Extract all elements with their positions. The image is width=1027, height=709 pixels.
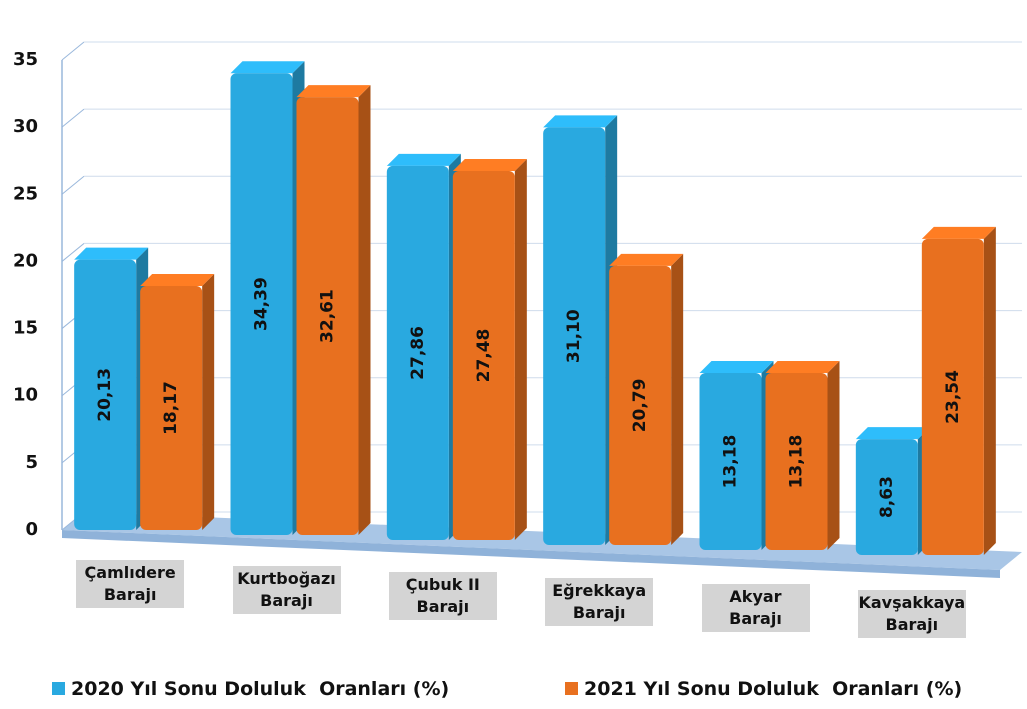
y-tick-label: 15	[13, 318, 38, 339]
bar-top	[609, 253, 684, 266]
value-label: 20,79	[630, 379, 650, 433]
bar	[543, 127, 606, 545]
value-label: 34,39	[252, 277, 272, 331]
bar-side	[514, 158, 527, 541]
grid-line	[61, 41, 85, 61]
bar-side	[827, 361, 840, 550]
bar-side	[358, 85, 371, 535]
bar-top	[230, 61, 305, 74]
category-label: Kurtboğazı Barajı	[232, 566, 341, 614]
bar	[765, 373, 828, 550]
category-label: Kavşakkaya Barajı	[857, 590, 966, 638]
bar-side	[202, 274, 215, 530]
value-label: 20,13	[95, 368, 115, 422]
bar-top	[452, 158, 527, 171]
value-label: 18,17	[161, 381, 181, 435]
bar-top	[386, 153, 461, 166]
bar-top	[74, 247, 149, 260]
category-label: Akyar Barajı	[701, 584, 810, 632]
value-label: 8,63	[877, 476, 897, 518]
legend-label: 2021 Yıl Sonu Doluluk Oranları (%)	[584, 678, 963, 700]
grid-line	[61, 243, 85, 262]
legend-label: 2020 Yıl Sonu Doluluk Oranları (%)	[71, 678, 450, 700]
bar	[452, 170, 515, 541]
bar	[230, 73, 293, 535]
bar-top	[140, 274, 215, 287]
bar	[609, 265, 672, 545]
grid-line	[61, 175, 85, 195]
y-tick-label: 0	[25, 519, 38, 540]
bar-side	[983, 226, 996, 556]
category-label: Çubuk II Barajı	[388, 572, 497, 620]
value-label: 13,18	[787, 435, 807, 489]
grid-line	[61, 108, 85, 128]
y-tick-label: 35	[13, 49, 38, 70]
bar	[921, 238, 984, 556]
bar-top	[543, 115, 618, 128]
bar-side	[671, 253, 684, 545]
y-tick-label: 5	[25, 452, 38, 473]
bar-top	[699, 361, 774, 374]
bar	[855, 439, 918, 555]
bar	[386, 165, 449, 540]
y-tick-label: 25	[13, 183, 38, 204]
value-label: 31,10	[564, 309, 584, 363]
bar-top	[855, 427, 930, 440]
value-label: 27,86	[408, 326, 428, 380]
legend-item: 2020 Yıl Sonu Doluluk Oranları (%)	[52, 678, 449, 700]
y-tick-label: 10	[13, 385, 38, 406]
bar	[74, 259, 137, 530]
bar-top	[921, 226, 996, 239]
category-label: Çamlıdere Barajı	[76, 560, 185, 608]
legend-item: 2021 Yıl Sonu Doluluk Oranları (%)	[565, 678, 962, 700]
bar-top	[765, 361, 840, 374]
category-label: Eğrekkaya Barajı	[545, 578, 654, 626]
y-tick-label: 30	[13, 116, 38, 137]
legend-swatch	[565, 682, 578, 695]
bar	[140, 286, 203, 530]
legend-swatch	[52, 682, 65, 695]
value-label: 23,54	[943, 370, 963, 424]
value-label: 32,61	[318, 289, 338, 343]
value-label: 13,18	[721, 435, 741, 489]
floor-front	[62, 530, 1000, 578]
bar	[296, 97, 359, 535]
y-tick-label: 20	[13, 250, 38, 271]
bar-top	[296, 85, 371, 98]
bar	[699, 373, 762, 550]
value-label: 27,48	[474, 329, 494, 383]
